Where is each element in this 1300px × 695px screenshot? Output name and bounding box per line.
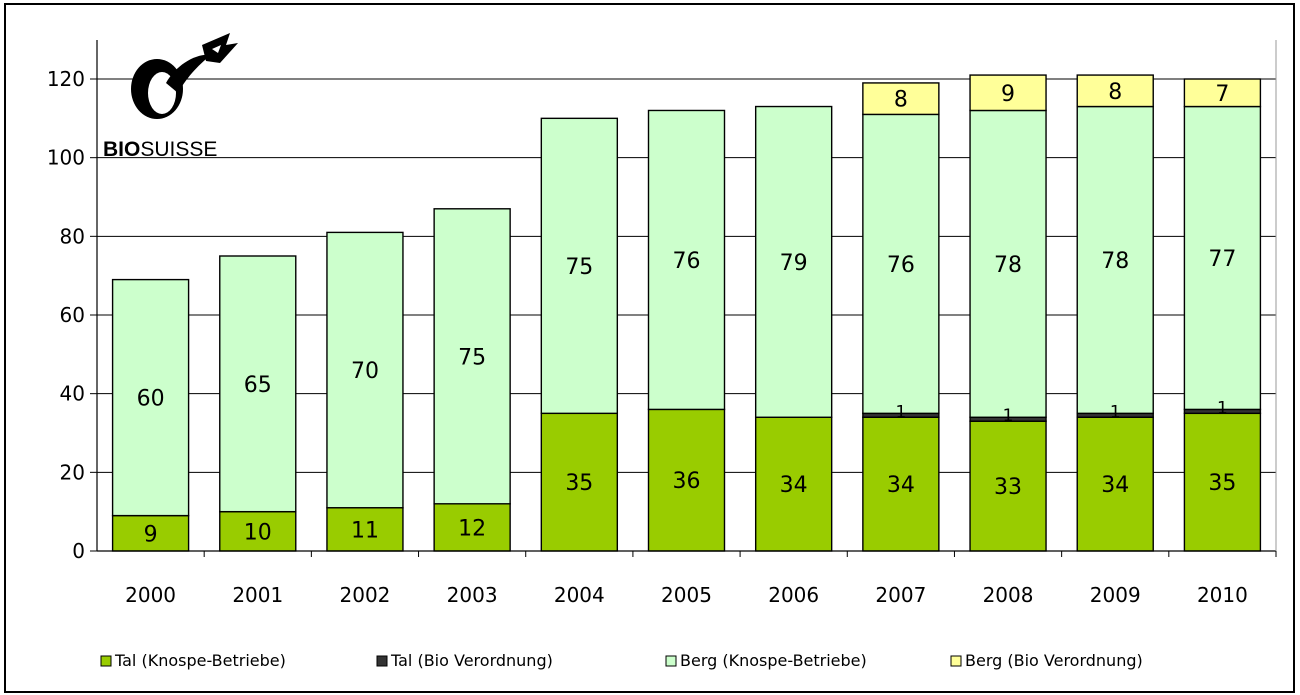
data-label: 1 <box>895 402 906 422</box>
bar-segment <box>862 416 940 552</box>
bar-segment <box>862 113 940 415</box>
legend-swatch <box>665 655 677 667</box>
bar-segment <box>540 117 619 415</box>
data-label: 34 <box>887 473 915 498</box>
y-tick-label: 0 <box>72 539 85 563</box>
data-label: 12 <box>458 516 486 541</box>
y-tick-label: 80 <box>60 224 85 248</box>
data-label: 78 <box>994 253 1022 278</box>
data-label: 60 <box>137 387 165 412</box>
bar-segment <box>969 420 1047 552</box>
data-label: 7 <box>1215 82 1229 107</box>
y-tick-label: 100 <box>47 146 85 170</box>
data-label: 76 <box>887 253 915 278</box>
biosuisse-logo: BIOSUISSE <box>103 33 238 161</box>
data-label: 34 <box>1101 473 1129 498</box>
x-tick-label: 2003 <box>447 583 498 607</box>
data-label: 35 <box>1208 471 1236 496</box>
data-label: 35 <box>565 471 593 496</box>
bar-segment <box>1183 412 1262 552</box>
legend-label: Tal (Bio Verordnung) <box>390 651 553 670</box>
axes: 0 20 40 60 80 100 120 2000 2001 2002 2003 2004 2005 2… <box>47 40 1277 607</box>
data-label: 75 <box>458 345 486 370</box>
chart-frame: 0 20 40 60 80 100 120 2000 2001 2002 2003 2004 2005 2… <box>4 3 1295 693</box>
bar-segment <box>219 255 297 513</box>
x-tick-label: 2004 <box>554 583 605 607</box>
bar-segment <box>862 82 940 116</box>
bar-segment <box>647 109 726 411</box>
logo-bold: BIO <box>103 138 140 161</box>
bar-segment <box>219 510 297 552</box>
data-label: 78 <box>1101 249 1129 274</box>
bar-segment <box>1076 416 1154 552</box>
data-label: 65 <box>244 373 272 398</box>
data-label: 10 <box>244 520 272 545</box>
bud-icon <box>131 33 238 119</box>
data-label: 11 <box>351 518 379 543</box>
x-tick-label: 2006 <box>768 583 819 607</box>
bar-segment <box>433 503 511 552</box>
data-label: 70 <box>351 359 379 384</box>
legend-swatch <box>376 655 388 667</box>
y-tick-label: 60 <box>60 303 85 327</box>
y-tick-label: 120 <box>47 67 85 91</box>
x-tick-label: 2007 <box>875 583 926 607</box>
logo-regular: SUISSE <box>140 138 217 161</box>
data-label: 76 <box>673 249 701 274</box>
data-label: 33 <box>994 475 1022 500</box>
bar-segment <box>1076 74 1154 108</box>
logo-wordmark: BIOSUISSE <box>103 138 217 161</box>
data-label: 1 <box>1110 402 1121 422</box>
bar-segment <box>433 208 511 505</box>
data-label: 77 <box>1208 247 1236 272</box>
data-label: 36 <box>673 469 701 494</box>
x-tick-label: 2008 <box>983 583 1034 607</box>
data-label: 75 <box>565 255 593 280</box>
data-label: 34 <box>780 473 808 498</box>
legend-swatch <box>950 655 962 667</box>
bar-segment <box>754 105 833 418</box>
x-tick-label: 2010 <box>1197 583 1248 607</box>
legend-swatch <box>100 655 112 667</box>
stacked-bar-chart: 0 20 40 60 80 100 120 2000 2001 2002 2003 2004 2005 2… <box>47 33 1277 670</box>
bar-segment <box>326 231 404 509</box>
x-tick-label: 2002 <box>340 583 391 607</box>
bar-segment <box>326 507 404 552</box>
bar-segment <box>647 408 726 552</box>
bar-segment <box>1183 105 1262 411</box>
y-tick-label: 20 <box>60 460 85 484</box>
bar-segment <box>111 278 190 517</box>
legend-label: Tal (Knospe-Betriebe) <box>114 651 286 670</box>
legend-label: Berg (Knospe-Betriebe) <box>680 651 867 670</box>
x-tick-label: 2001 <box>232 583 283 607</box>
bar-segment <box>1183 78 1262 108</box>
bar-segment <box>969 109 1047 418</box>
legend: Tal (Knospe-Betriebe) Tal (Bio Verordnung… <box>100 651 1143 670</box>
data-label: 79 <box>780 251 808 276</box>
x-tick-label: 2005 <box>661 583 712 607</box>
bars <box>111 74 1262 552</box>
data-label: 9 <box>144 522 158 547</box>
x-tick-label: 2009 <box>1090 583 1141 607</box>
data-label: 1 <box>1003 406 1014 426</box>
data-label: 9 <box>1001 82 1015 107</box>
legend-label: Berg (Bio Verordnung) <box>965 651 1143 670</box>
data-label: 1 <box>1217 398 1228 418</box>
bar-segment <box>1076 105 1154 415</box>
data-label: 8 <box>894 88 908 113</box>
data-label: 8 <box>1108 80 1122 105</box>
bar-segment <box>754 416 833 552</box>
bar-segment <box>969 74 1047 112</box>
data-labels: 9601065117012753575367634793417683317893… <box>137 80 1237 547</box>
x-tick-label: 2000 <box>125 583 176 607</box>
y-tick-label: 40 <box>60 382 85 406</box>
